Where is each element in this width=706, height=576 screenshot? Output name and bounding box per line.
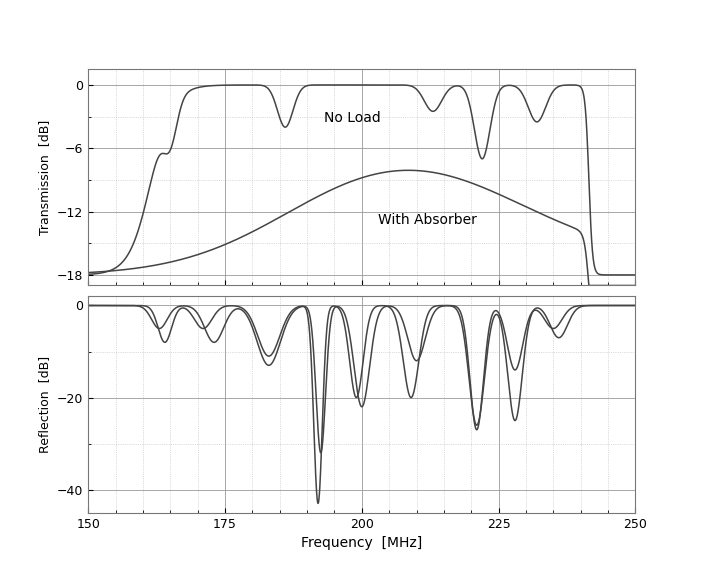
X-axis label: Frequency  [MHz]: Frequency [MHz]	[301, 536, 422, 550]
Y-axis label: Transmission  [dB]: Transmission [dB]	[38, 120, 52, 235]
Y-axis label: Reflection  [dB]: Reflection [dB]	[38, 356, 52, 453]
Text: No Load: No Load	[323, 111, 381, 125]
Text: With Absorber: With Absorber	[378, 213, 477, 228]
